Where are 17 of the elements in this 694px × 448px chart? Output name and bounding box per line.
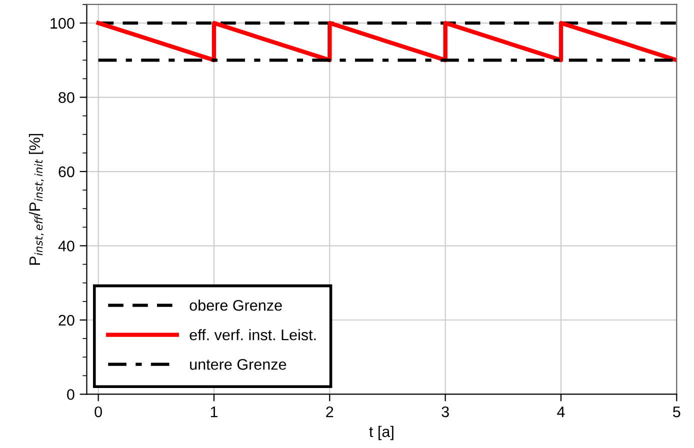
x-tick-label: 4 <box>557 406 565 418</box>
legend-label: obere Grenze <box>190 300 282 311</box>
y-tick-label: 80 <box>58 92 74 103</box>
x-tick-label: 1 <box>210 406 218 418</box>
x-tick-label: 5 <box>673 406 680 418</box>
y-tick-label: 100 <box>50 18 74 29</box>
x-tick-label: 3 <box>442 406 449 418</box>
legend-label: untere Grenze <box>190 359 286 370</box>
y-tick-label: 20 <box>58 314 74 326</box>
y-axis-title: P$_{inst,eff}$/P$_{inst,init}$ [%] <box>28 134 44 265</box>
x-tick-label: 2 <box>326 406 334 418</box>
x-axis-title: t [a] <box>369 426 394 440</box>
x-tick-label: 0 <box>94 406 102 418</box>
legend-label: eff. verf. inst. Leist. <box>190 329 316 340</box>
y-tick-label: 0 <box>67 389 74 400</box>
y-tick-label: 60 <box>58 166 74 178</box>
y-tick-label: 40 <box>58 240 74 252</box>
